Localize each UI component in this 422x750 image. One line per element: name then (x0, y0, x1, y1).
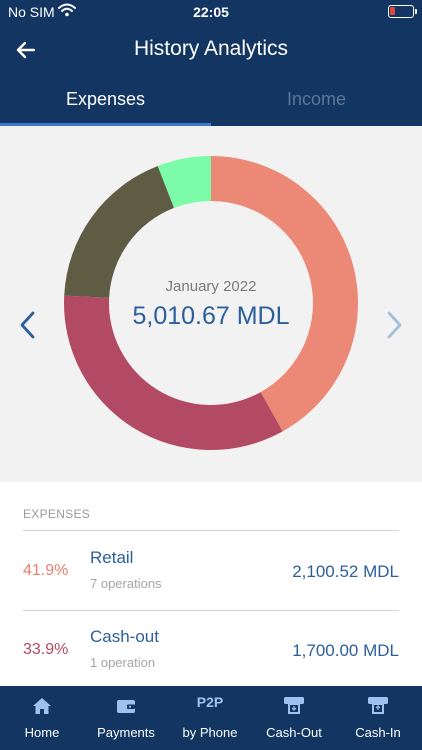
expense-operations: 7 operations (90, 576, 162, 591)
tab-bar: Expenses Income (0, 76, 422, 126)
donut-slice-other-2 (157, 156, 211, 208)
nav-label: Home (24, 725, 60, 740)
previous-month-chevron-icon[interactable] (16, 310, 40, 340)
clock: 22:05 (193, 4, 229, 20)
atm-in-icon (368, 697, 388, 714)
nav-cash-in[interactable]: Cash-In (336, 686, 420, 750)
back-arrow-icon[interactable] (14, 38, 38, 62)
app-header: History Analytics (0, 24, 422, 76)
nav-label: Cash-Out (266, 725, 322, 740)
nav-by-phone[interactable]: P2P by Phone (168, 686, 252, 750)
next-month-chevron-icon[interactable] (382, 310, 406, 340)
wallet-icon (117, 700, 135, 713)
tab-income[interactable]: Income (286, 89, 347, 109)
battery-icon (388, 5, 417, 18)
nav-cash-out[interactable]: Cash-Out (252, 686, 336, 750)
expense-amount: 2,100.52 MDL (292, 562, 399, 581)
expense-row-cash-out[interactable]: 33.9% Cash-out 1 operation 1,700.00 MDL (0, 611, 422, 689)
atm-out-icon (284, 697, 304, 714)
page-title: History Analytics (133, 37, 289, 60)
home-icon (33, 698, 51, 714)
nav-home[interactable]: Home (0, 686, 84, 750)
expense-category: Retail (90, 548, 134, 567)
section-label: EXPENSES (23, 507, 91, 521)
divider (23, 610, 399, 611)
expense-row-retail[interactable]: 41.9% Retail 7 operations 2,100.52 MDL (0, 532, 422, 610)
donut-slice-other-1 (64, 165, 175, 298)
bottom-nav: Home Payments P2P by Phone Cash-Out Cash… (0, 686, 422, 750)
expense-amount: 1,700.00 MDL (292, 641, 399, 660)
expense-percent: 33.9% (23, 641, 69, 658)
chart-area: January 2022 5,010.67 MDL (0, 126, 422, 482)
status-bar: No SIM 22:05 (0, 0, 422, 24)
nav-payments[interactable]: Payments (84, 686, 168, 750)
nav-label: Payments (97, 725, 155, 740)
tab-expenses[interactable]: Expenses (65, 89, 146, 109)
chart-total: 5,010.67 MDL (132, 302, 290, 330)
nav-label: Cash-In (355, 725, 401, 740)
divider (23, 530, 399, 531)
p2p-icon: P2P (196, 694, 224, 710)
donut-slice-retail (211, 156, 358, 432)
active-tab-indicator (0, 123, 211, 126)
expense-category: Cash-out (90, 627, 159, 646)
wifi-icon (58, 3, 76, 17)
expense-operations: 1 operation (90, 655, 156, 670)
carrier-label: No SIM (8, 4, 55, 20)
donut-chart (64, 156, 358, 450)
chart-month: January 2022 (165, 278, 257, 295)
expense-percent: 41.9% (23, 562, 69, 579)
nav-label: by Phone (182, 725, 238, 740)
donut-slice-cash-out (64, 295, 283, 450)
